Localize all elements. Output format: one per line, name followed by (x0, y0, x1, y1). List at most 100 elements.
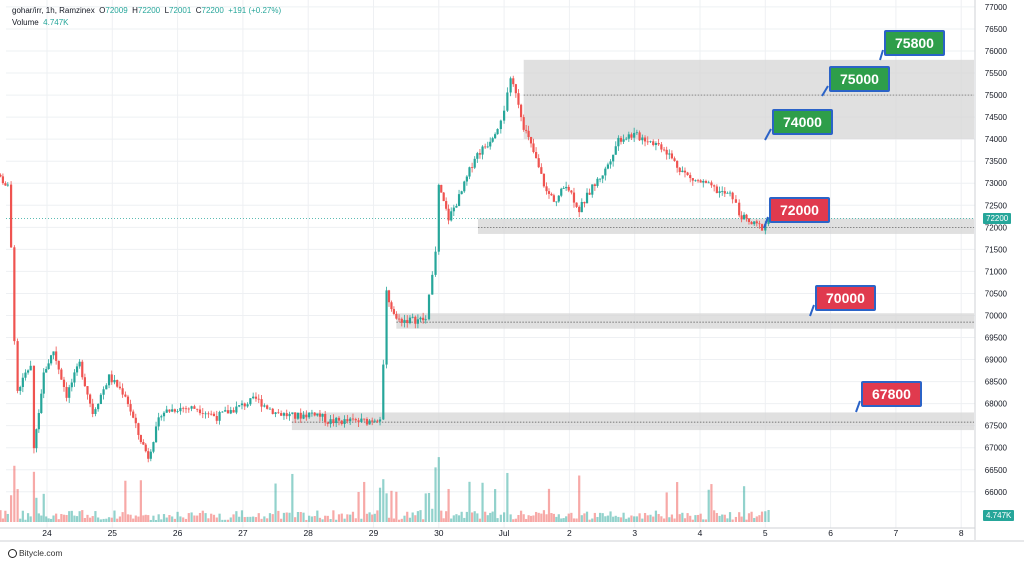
volume-bar (190, 512, 193, 522)
candle-body (81, 361, 84, 378)
candle-body (519, 104, 523, 118)
y-tick-label: 73500 (985, 157, 1008, 166)
y-tick-label: 70500 (985, 289, 1008, 298)
volume-bar (121, 512, 124, 522)
candle-body (373, 420, 376, 422)
candle-body (588, 192, 591, 195)
volume-bar (728, 512, 732, 522)
candle-body (486, 146, 489, 148)
candle-body (335, 417, 338, 424)
volume-bar (254, 517, 258, 522)
candle-body (514, 84, 517, 94)
y-tick-label: 72000 (985, 223, 1008, 232)
volume-bar (91, 516, 94, 522)
candle-body (68, 387, 71, 398)
y-tick-label: 71000 (985, 267, 1008, 276)
volume-bar (619, 517, 623, 522)
candle-body (434, 251, 437, 275)
volume-bar (9, 495, 13, 522)
candle-body (755, 221, 758, 224)
volume-bar (305, 519, 308, 522)
candle-body (305, 414, 308, 418)
volume-bar (734, 516, 738, 522)
volume-bar (97, 517, 100, 522)
volume-bar (397, 519, 401, 522)
candle-body (537, 158, 540, 168)
candle-body (86, 386, 89, 395)
candle-body (442, 192, 445, 202)
candle-body (316, 413, 319, 416)
high-label: H (132, 6, 138, 15)
sr-zone (396, 313, 975, 329)
candle-body (660, 144, 663, 150)
candle-body (406, 319, 409, 324)
candle-body (57, 360, 60, 370)
open-label: O (99, 6, 106, 15)
candle-body (452, 207, 455, 212)
candle-body (368, 420, 371, 425)
volume-bar (552, 513, 555, 522)
candle-body (445, 201, 448, 209)
candle-body (598, 178, 602, 180)
candle-body (473, 158, 476, 168)
volume-bar (107, 517, 111, 522)
volume-bar (238, 516, 241, 522)
candle-body (617, 137, 620, 147)
volume-bar (201, 510, 204, 522)
volume-bar (4, 510, 7, 522)
candle-body (97, 403, 100, 410)
volume-bar (740, 516, 743, 522)
candle-body (196, 408, 199, 410)
x-tick-label: 25 (108, 528, 118, 538)
candle-body (142, 442, 145, 445)
candle-body (580, 201, 583, 213)
volume-bar (598, 512, 602, 522)
open-value: 72009 (105, 6, 128, 15)
volume-bar (187, 513, 190, 522)
volume-bar (457, 515, 461, 522)
candle-body (13, 247, 16, 342)
volume-bar (512, 519, 515, 522)
candle-body (668, 153, 671, 155)
candle-body (686, 172, 689, 176)
volume-bar (70, 510, 73, 522)
volume-bar (266, 518, 269, 522)
volume-bar (332, 510, 335, 522)
volume-bar (696, 514, 700, 522)
candle-body (609, 161, 612, 165)
volume-bar (215, 517, 218, 522)
candle-body (750, 222, 753, 225)
volume-bar (723, 514, 726, 522)
volume-bar (445, 511, 448, 522)
candle-body (24, 372, 27, 378)
volume-bar (78, 511, 81, 522)
candle-body (137, 423, 140, 435)
volume-bar (555, 516, 558, 522)
candle-body (83, 377, 86, 387)
volume-bar (491, 511, 494, 522)
volume-bar (154, 519, 158, 522)
volume-bar (282, 512, 286, 522)
candle-body (215, 416, 218, 421)
x-tick-label: 30 (434, 528, 444, 538)
volume-bar (718, 515, 721, 522)
volume-bar (481, 482, 484, 522)
candle-body (0, 174, 2, 177)
candle-body (132, 411, 135, 418)
candle-body (349, 418, 352, 422)
volume-bar (465, 511, 468, 522)
candle-body (157, 417, 160, 427)
ohlc-header: gohar/irr, 1h, Ramzinex O72009 H72200 L7… (12, 6, 281, 15)
volume-bar (288, 512, 291, 522)
candle-body (625, 138, 628, 140)
volume-bar (221, 519, 224, 522)
volume-bar (62, 514, 66, 522)
candle-body (390, 302, 393, 310)
volume-bar (560, 518, 563, 522)
candle-body (346, 419, 349, 422)
candle-body (246, 404, 249, 407)
volume-bar (373, 513, 376, 522)
volume-bar (489, 512, 492, 522)
volume-bar (365, 513, 369, 522)
